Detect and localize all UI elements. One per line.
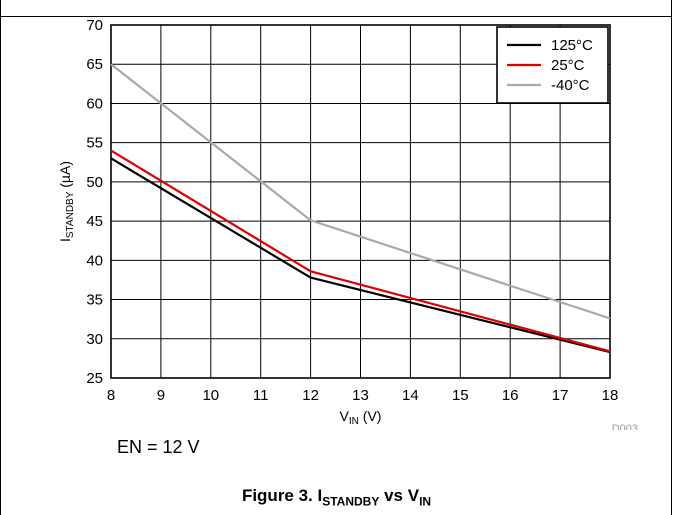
figure-id-label: D003 [612,423,638,430]
y-tick-label: 65 [86,56,103,73]
x-tick-label: 18 [602,387,619,404]
x-tick-label: 13 [352,387,369,404]
x-tick-label: 17 [552,387,569,404]
y-tick-label: 45 [86,213,103,230]
figure-caption: Figure 3. ISTANDBY vs VIN [0,486,673,508]
x-axis-label: VIN (V) [340,408,382,427]
x-tick-label: 16 [502,387,519,404]
frame-right-border [671,0,672,515]
x-tick-label: 11 [253,387,269,404]
y-tick-label: 55 [86,135,103,152]
x-tick-label: 12 [302,387,319,404]
series-line-125c [110,157,611,354]
y-tick-label: 50 [86,174,103,191]
series-line-minus40c [110,63,611,320]
legend-label: 125°C [551,37,593,54]
caption-sub-in: IN [419,494,432,509]
legend-label: -40°C [551,77,590,94]
x-tick-label: 15 [452,387,469,404]
test-condition: EN = 12 V [117,437,200,457]
x-tick-label: 8 [107,387,115,404]
x-tick-label: 10 [202,387,219,404]
caption-prefix: Figure 3. I [241,486,323,505]
caption-sub-standby: STANDBY [322,494,380,509]
y-tick-label: 40 [86,252,103,269]
y-tick-label: 30 [86,331,103,348]
y-axis-label: ISTANDBY (µA) [57,161,76,242]
y-tick-label: 25 [86,370,103,387]
legend-label: 25°C [551,57,585,74]
y-tick-label: 35 [86,292,103,309]
frame-left-border [0,0,1,515]
x-tick-label: 14 [402,387,419,404]
plot-area-border [110,24,611,379]
x-tick-label: 9 [157,387,165,404]
standby-current-chart: 8 9 10 11 12 13 14 15 16 17 18 25 30 35 40 45 50 55 60 65 70… [57,17,638,430]
y-tick-label: 70 [86,17,103,34]
caption-middle: vs V [379,486,420,505]
y-tick-label: 60 [86,95,103,112]
series-line-25c [110,149,611,353]
frame-top-border [0,16,672,17]
